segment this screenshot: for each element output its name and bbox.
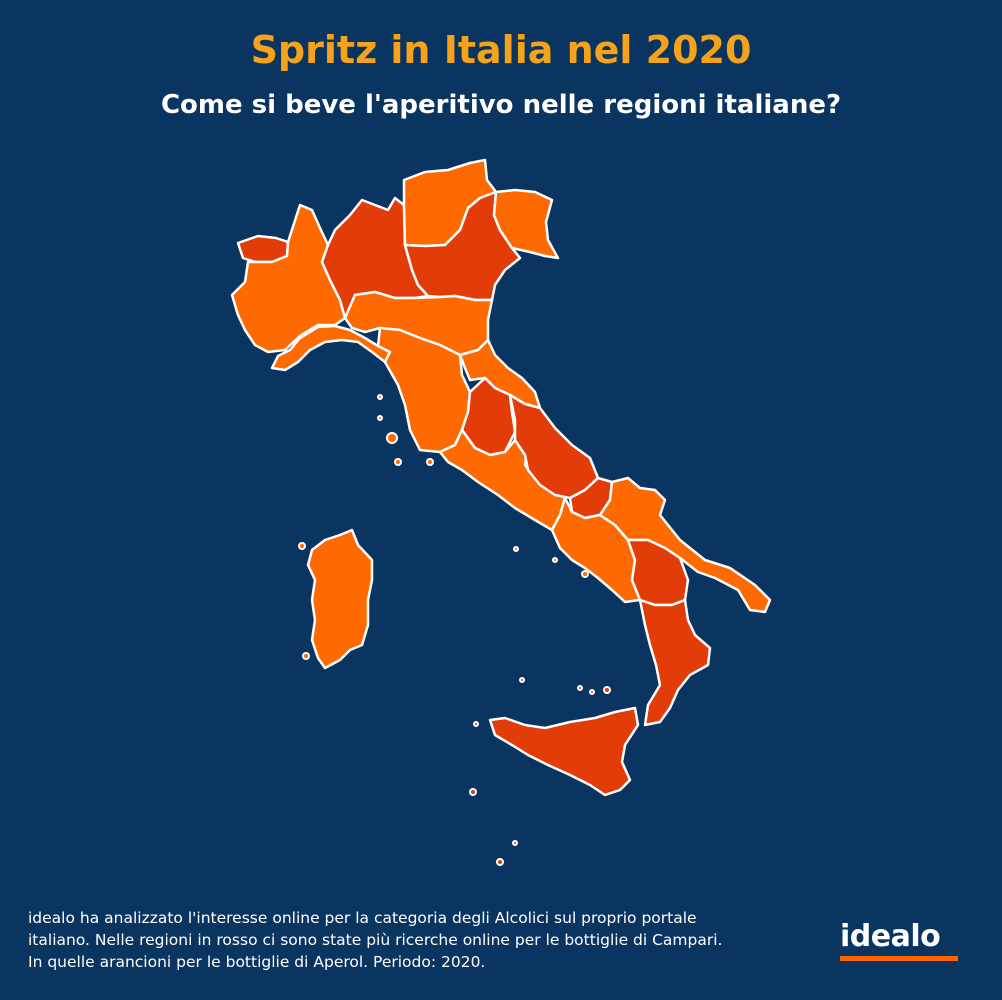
map-title: Spritz in Italia nel 2020: [250, 28, 752, 72]
region-sicilia: [488, 706, 640, 797]
island: [377, 415, 383, 421]
island: [589, 689, 595, 695]
island: [512, 840, 518, 846]
island: [426, 458, 434, 466]
island: [302, 652, 310, 660]
island-elba: [386, 432, 398, 444]
island: [473, 721, 479, 727]
island: [552, 557, 558, 563]
island: [298, 542, 306, 550]
island: [394, 458, 402, 466]
island-capri: [581, 570, 589, 578]
logo-text: idealo: [840, 919, 941, 954]
region-umbria: [460, 376, 517, 457]
island: [603, 686, 611, 694]
islands: [298, 394, 611, 866]
region-friuli: [492, 188, 560, 260]
island: [513, 546, 519, 552]
island: [377, 394, 383, 400]
footnote-text: idealo ha analizzato l'interesse online …: [28, 909, 723, 971]
island: [519, 677, 525, 683]
island: [469, 788, 477, 796]
logo-underline: [840, 956, 958, 961]
region-calabria: [638, 598, 712, 727]
island-lampedusa: [496, 858, 504, 866]
region-sardegna: [306, 528, 374, 670]
island: [577, 685, 583, 691]
idealo-logo: idealo: [840, 920, 970, 970]
map-subtitle: Come si beve l'aperitivo nelle regioni i…: [160, 90, 842, 120]
